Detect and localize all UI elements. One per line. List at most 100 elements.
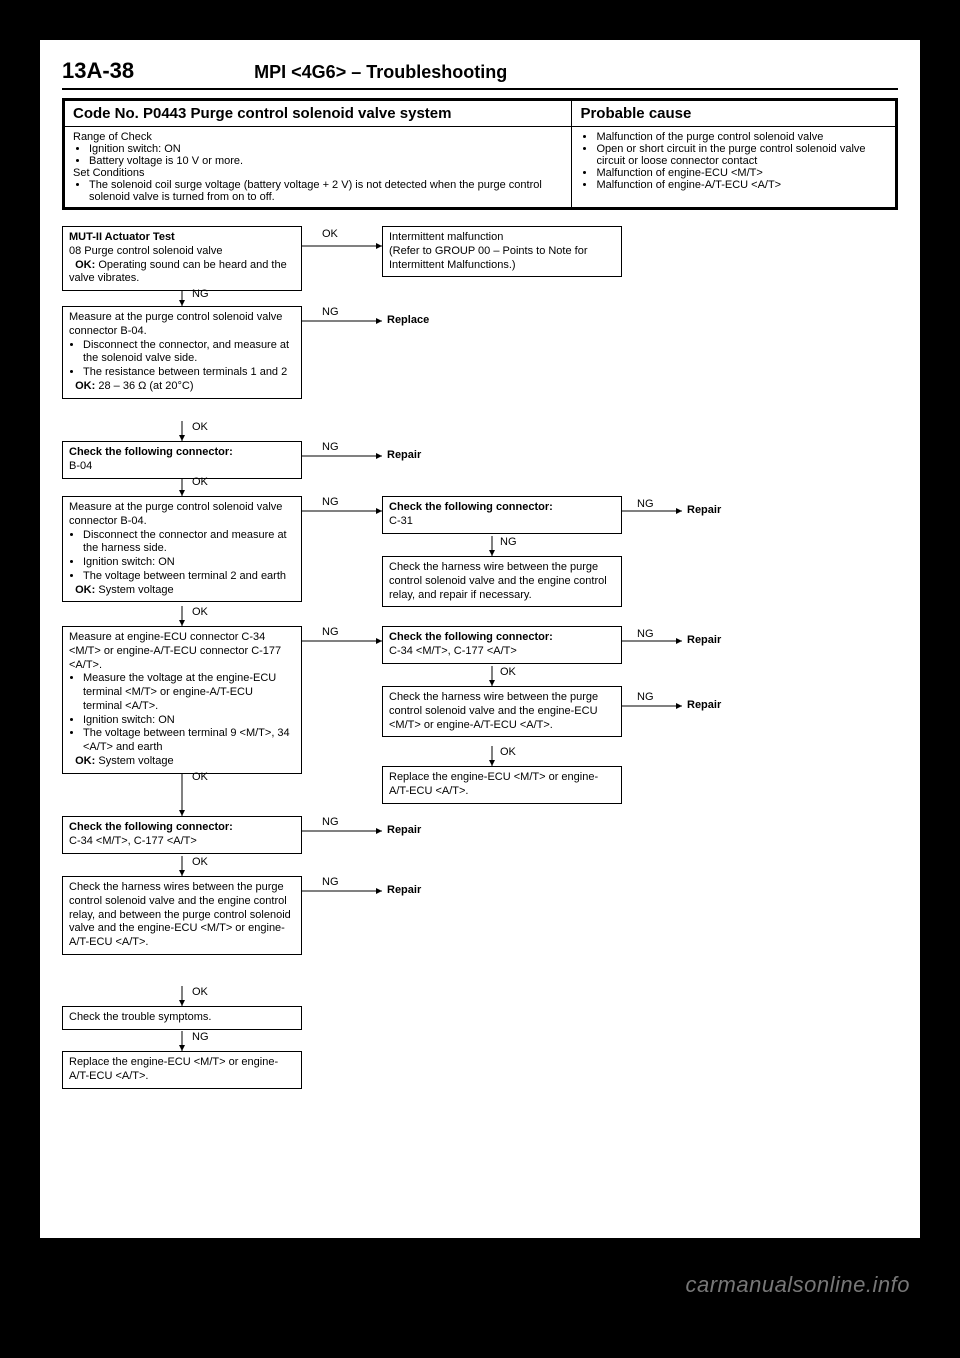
label-ng: NG xyxy=(322,496,339,508)
box-check-symptoms: Check the trouble symptoms. xyxy=(62,1006,302,1030)
label-ng: NG xyxy=(322,816,339,828)
box-check-conn-c34: Check the following connector: C-34 <M/T… xyxy=(382,626,622,664)
cause-item: Malfunction of engine-A/T-ECU <A/T> xyxy=(596,179,887,191)
b5r-title: Check the following connector: xyxy=(389,631,553,643)
b2-i2: The resistance between terminals 1 and 2 xyxy=(83,366,295,380)
code-title: Code No. P0443 Purge control solenoid va… xyxy=(65,101,572,126)
watermark: carmanualsonline.info xyxy=(685,1272,910,1298)
label-ok: OK xyxy=(192,771,208,783)
label-ok: OK xyxy=(322,228,338,240)
box-check-harness-relay: Check the harness wire between the purge… xyxy=(382,556,622,607)
b6-title: Check the following connector: xyxy=(69,821,233,833)
b5-i2: Ignition switch: ON xyxy=(83,714,295,728)
label-ok: OK xyxy=(500,666,516,678)
b1-title: MUT-II Actuator Test xyxy=(69,231,175,243)
label-ng: NG xyxy=(192,288,209,300)
b4r-title: Check the following connector: xyxy=(389,501,553,513)
label-repair: Repair xyxy=(387,884,421,896)
code-box: Code No. P0443 Purge control solenoid va… xyxy=(62,98,898,210)
range-heading: Range of Check xyxy=(73,131,563,143)
label-ok: OK xyxy=(192,476,208,488)
b8-text: Check the trouble symptoms. xyxy=(69,1011,211,1023)
label-ok: OK xyxy=(500,746,516,758)
label-ng: NG xyxy=(192,1031,209,1043)
box-replace-ecu: Replace the engine-ECU <M/T> or engine-A… xyxy=(62,1051,302,1089)
label-ng: NG xyxy=(500,536,517,548)
set-heading: Set Conditions xyxy=(73,167,563,179)
cause-title: Probable cause xyxy=(572,101,895,126)
b4-l1: Measure at the purge control solenoid va… xyxy=(69,501,282,527)
box-intermittent: Intermittent malfunction (Refer to GROUP… xyxy=(382,226,622,277)
b1r-l1: Intermittent malfunction xyxy=(389,231,503,243)
label-ok: OK xyxy=(192,856,208,868)
b4-i2: Ignition switch: ON xyxy=(83,556,295,570)
b5r-line: C-34 <M/T>, C-177 <A/T> xyxy=(389,645,517,657)
range-cell: Range of Check Ignition switch: ON Batte… xyxy=(65,127,572,207)
b3-line: B-04 xyxy=(69,460,92,472)
box-check-conn-c31: Check the following connector: C-31 xyxy=(382,496,622,534)
label-ng: NG xyxy=(322,441,339,453)
label-ng: NG xyxy=(637,691,654,703)
label-ok: OK xyxy=(192,986,208,998)
label-repair: Repair xyxy=(687,634,721,646)
box-replace-ecu-right: Replace the engine-ECU <M/T> or engine-A… xyxy=(382,766,622,804)
b1-line: 08 Purge control solenoid valve xyxy=(69,245,222,257)
flowchart: MUT-II Actuator Test 08 Purge control so… xyxy=(62,226,898,1246)
label-repair: Repair xyxy=(687,699,721,711)
label-repair: Repair xyxy=(687,504,721,516)
box-measure-ecu: Measure at engine-ECU connector C-34 <M/… xyxy=(62,626,302,774)
b5-ok-text: System voltage xyxy=(98,755,173,767)
cause-item: Malfunction of engine-ECU <M/T> xyxy=(596,167,887,179)
b4-i3: The voltage between terminal 2 and earth xyxy=(83,570,295,584)
b5-i3: The voltage between terminal 9 <M/T>, 34… xyxy=(83,727,295,755)
cause-item: Open or short circuit in the purge contr… xyxy=(596,143,887,167)
b2-ok-text: 28 – 36 Ω (at 20°C) xyxy=(98,380,193,392)
box-mut-test: MUT-II Actuator Test 08 Purge control so… xyxy=(62,226,302,291)
box-check-harness-ecu: Check the harness wire between the purge… xyxy=(382,686,622,737)
set-item: The solenoid coil surge voltage (battery… xyxy=(89,179,563,203)
label-repair: Repair xyxy=(387,824,421,836)
b1-ok-text: Operating sound can be heard and the val… xyxy=(69,259,287,285)
b4-i1: Disconnect the connector and measure at … xyxy=(83,529,295,557)
b4r-line: C-31 xyxy=(389,515,413,527)
b5r3-text: Replace the engine-ECU <M/T> or engine-A… xyxy=(389,771,598,797)
cause-cell: Malfunction of the purge control solenoi… xyxy=(572,127,895,207)
b5-ok: OK: xyxy=(75,755,95,767)
label-replace: Replace xyxy=(387,314,429,326)
box-check-harness-both: Check the harness wires between the purg… xyxy=(62,876,302,955)
label-ng: NG xyxy=(322,876,339,888)
b1-ok: OK: xyxy=(75,259,95,271)
b4-ok-text: System voltage xyxy=(98,584,173,596)
b2-l1: Measure at the purge control solenoid va… xyxy=(69,311,282,337)
b7-text: Check the harness wires between the purg… xyxy=(69,881,291,948)
page-number: 13A-38 xyxy=(62,58,134,84)
label-ng: NG xyxy=(637,498,654,510)
page-title: MPI <4G6> – Troubleshooting xyxy=(254,62,507,83)
b3-title: Check the following connector: xyxy=(69,446,233,458)
b5-i1: Measure the voltage at the engine-ECU te… xyxy=(83,672,295,713)
cause-item: Malfunction of the purge control solenoi… xyxy=(596,131,887,143)
b9-text: Replace the engine-ECU <M/T> or engine-A… xyxy=(69,1056,278,1082)
b1r-l2: (Refer to GROUP 00 – Points to Note for … xyxy=(389,245,588,271)
label-ng: NG xyxy=(322,306,339,318)
b4-ok: OK: xyxy=(75,584,95,596)
box-measure-b04-resist: Measure at the purge control solenoid va… xyxy=(62,306,302,399)
page-header: 13A-38 MPI <4G6> – Troubleshooting xyxy=(62,58,898,90)
b4r2-text: Check the harness wire between the purge… xyxy=(389,561,607,601)
range-item: Battery voltage is 10 V or more. xyxy=(89,155,563,167)
label-ng: NG xyxy=(322,626,339,638)
box-check-conn-c34-left: Check the following connector: C-34 <M/T… xyxy=(62,816,302,854)
b2-i1: Disconnect the connector, and measure at… xyxy=(83,339,295,367)
page: 13A-38 MPI <4G6> – Troubleshooting Code … xyxy=(40,40,920,1238)
box-measure-b04-voltage: Measure at the purge control solenoid va… xyxy=(62,496,302,602)
b6-line: C-34 <M/T>, C-177 <A/T> xyxy=(69,835,197,847)
label-repair: Repair xyxy=(387,449,421,461)
b5r2-text: Check the harness wire between the purge… xyxy=(389,691,598,731)
b2-ok: OK: xyxy=(75,380,95,392)
box-check-conn-b04: Check the following connector: B-04 xyxy=(62,441,302,479)
label-ok: OK xyxy=(192,606,208,618)
label-ok: OK xyxy=(192,421,208,433)
b5-l1: Measure at engine-ECU connector C-34 <M/… xyxy=(69,631,281,671)
range-item: Ignition switch: ON xyxy=(89,143,563,155)
label-ng: NG xyxy=(637,628,654,640)
